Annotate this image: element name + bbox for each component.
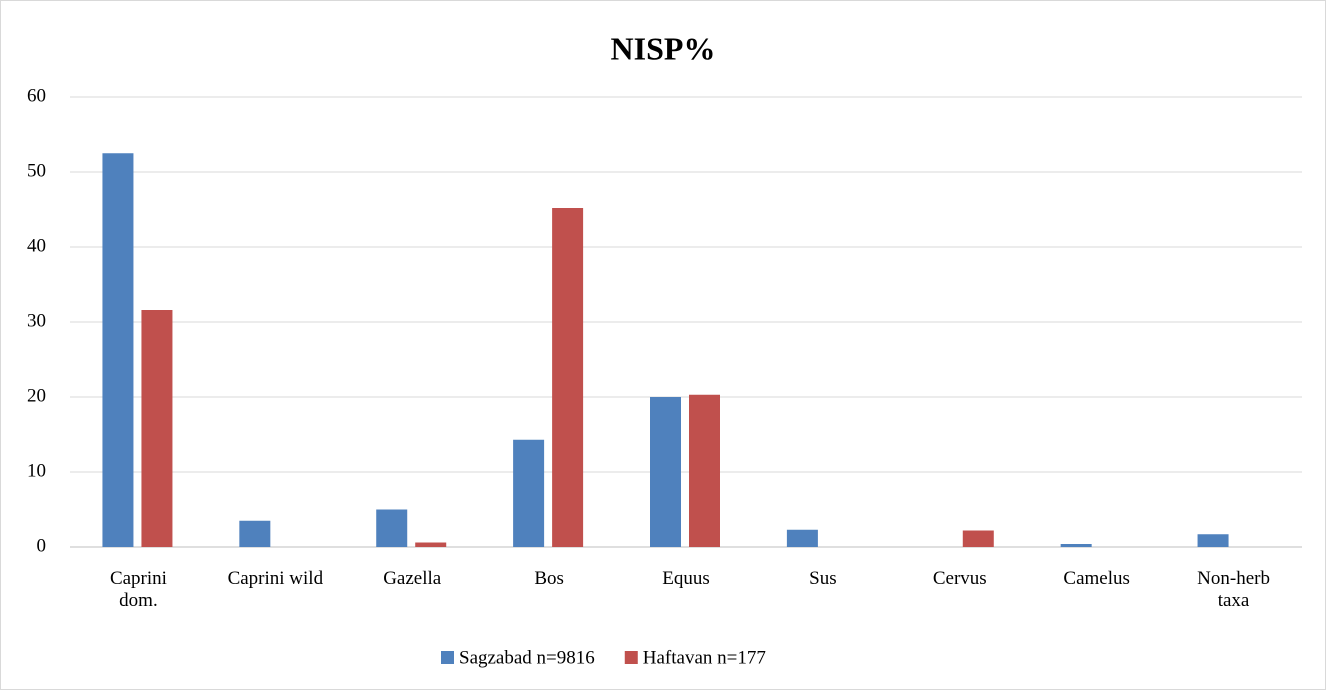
bar [102,153,134,547]
x-tick-label: Gazella [383,568,442,589]
y-tick-label: 30 [27,310,46,331]
bar [650,397,681,547]
y-tick-label: 40 [27,235,46,256]
x-tick-label: Bos [534,568,564,589]
x-tick-label: Camelus [1063,568,1130,589]
y-tick-label: 60 [27,85,46,106]
bar [415,542,447,547]
legend-swatch [624,651,638,664]
y-tick-label: 0 [37,535,47,556]
bar [1197,534,1229,547]
legend-swatch [441,651,454,664]
bar [1060,544,1092,547]
x-tick-label: Cervus [932,568,987,589]
bar [239,520,271,547]
y-tick-label: 10 [27,460,46,481]
bar [513,439,545,547]
bar [376,509,408,547]
y-tick-label: 20 [27,385,46,406]
x-tick-label: Non-herb taxa [1197,568,1270,611]
y-tick-label: 50 [27,160,46,181]
chart-title: NISP% [611,30,716,66]
x-tick-label: Equus [662,568,710,589]
bar [552,208,584,547]
legend-label: Haftavan n=177 [643,647,766,668]
bar [962,530,994,547]
bar [786,529,818,547]
bar [689,394,720,547]
x-tick-label: Sus [809,568,837,589]
x-tick-label: Caprini dom. [109,568,167,611]
x-tick-label: Caprini wild [227,568,324,589]
legend-label: Sagzabad n=9816 [459,647,595,668]
bar [141,310,173,547]
